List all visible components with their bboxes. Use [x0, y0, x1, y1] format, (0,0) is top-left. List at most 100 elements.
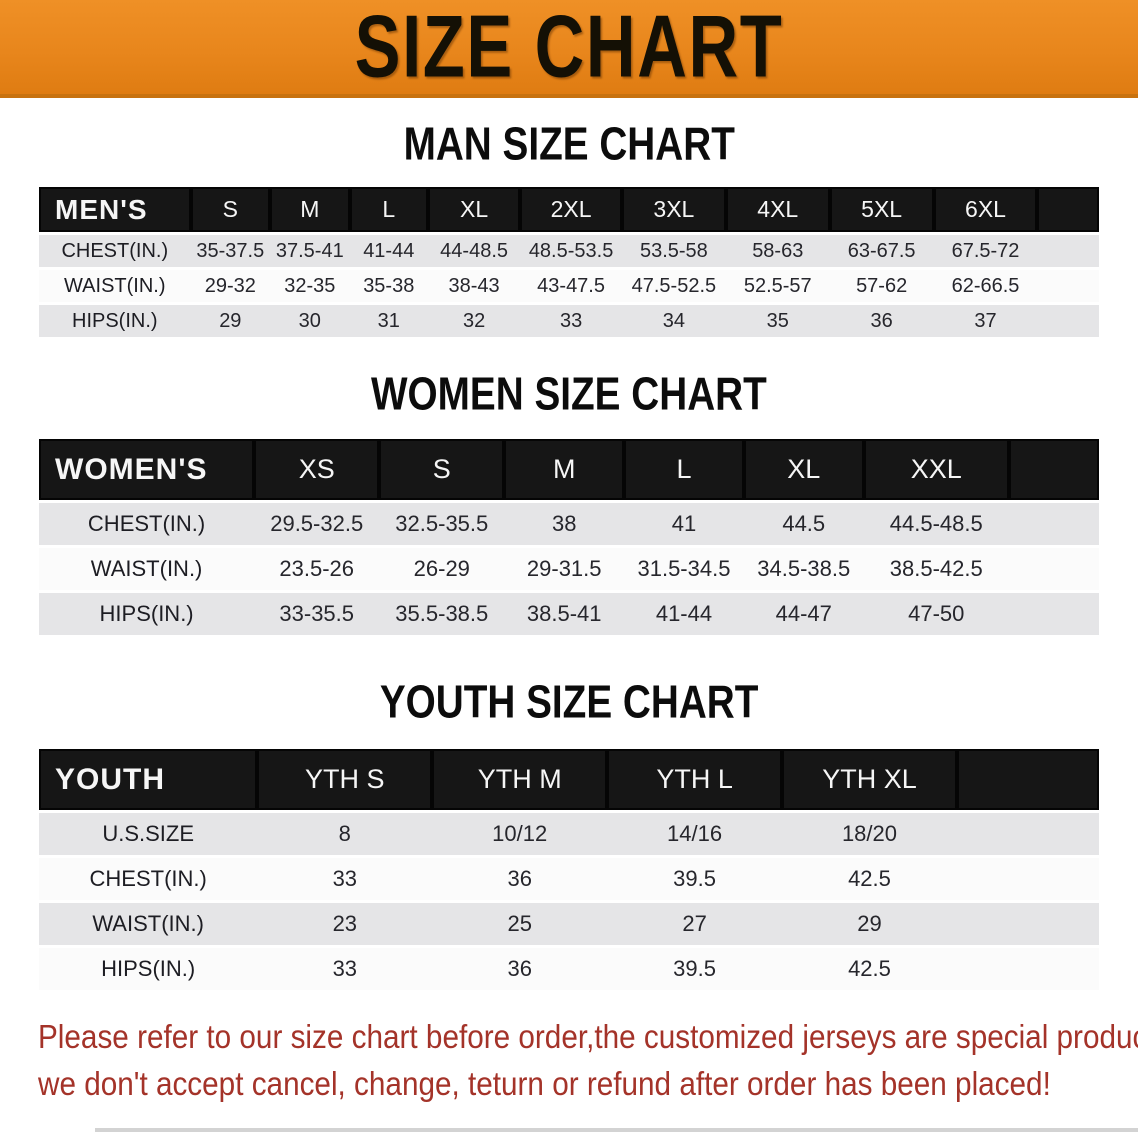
- cell: 52.5-57: [725, 270, 830, 302]
- cell: 33: [520, 305, 622, 337]
- column-header: 6XL: [933, 187, 1038, 232]
- cell: 37.5-41: [270, 235, 350, 267]
- table-row: WAIST(IN.) 23 25 27 29: [39, 903, 1099, 945]
- cell: 33-35.5: [254, 593, 380, 635]
- cell: 8: [257, 813, 433, 855]
- cell-filler: [1037, 270, 1099, 302]
- table-row: HIPS(IN.) 29 30 31 32 33 34 35 36 37: [39, 305, 1099, 337]
- disclaimer: Please refer to our size chart before or…: [38, 1013, 1138, 1107]
- cell: 32: [427, 305, 521, 337]
- disclaimer-line-1: Please refer to our size chart before or…: [38, 1018, 1138, 1055]
- table-row: CHEST(IN.) 33 36 39.5 42.5: [39, 858, 1099, 900]
- cell-filler: [1037, 305, 1099, 337]
- row-label: WAIST(IN.): [39, 903, 258, 945]
- cell: 35: [725, 305, 830, 337]
- header-filler: [1037, 187, 1099, 232]
- column-header: S: [379, 439, 505, 500]
- cell: 26-29: [379, 548, 505, 590]
- cell-filler: [956, 903, 1099, 945]
- row-label: CHEST(IN.): [39, 503, 255, 545]
- cell-filler: [1008, 503, 1099, 545]
- column-header: 5XL: [829, 187, 934, 232]
- cell: 38.5-42.5: [863, 548, 1009, 590]
- cell: 38.5-41: [504, 593, 625, 635]
- cell: 39.5: [607, 858, 783, 900]
- cell: 38-43: [427, 270, 521, 302]
- cell: 33: [257, 858, 433, 900]
- cell: 36: [829, 305, 934, 337]
- column-header: M: [504, 439, 625, 500]
- table-row: CHEST(IN.) 29.5-32.5 32.5-35.5 38 41 44.5 44.5…: [39, 503, 1099, 545]
- cell: 33: [257, 948, 433, 990]
- cell: 31: [349, 305, 428, 337]
- cell-filler: [1008, 593, 1099, 635]
- row-label: HIPS(IN.): [39, 948, 258, 990]
- cell: 29-31.5: [504, 548, 625, 590]
- cell: 47-50: [863, 593, 1009, 635]
- cell: 43-47.5: [520, 270, 622, 302]
- row-label: HIPS(IN.): [39, 305, 191, 337]
- table-row: HIPS(IN.) 33-35.5 35.5-38.5 38.5-41 41-44 44-…: [39, 593, 1099, 635]
- cell: 36: [432, 948, 608, 990]
- cell: 29-32: [190, 270, 271, 302]
- cell: 29.5-32.5: [254, 503, 380, 545]
- cell: 63-67.5: [829, 235, 934, 267]
- column-header: XL: [427, 187, 521, 232]
- cell: 34: [621, 305, 726, 337]
- cell: 48.5-53.5: [520, 235, 622, 267]
- header-filler: [1008, 439, 1099, 500]
- cell-filler: [1008, 548, 1099, 590]
- cell: 35-37.5: [190, 235, 271, 267]
- column-header: 3XL: [621, 187, 726, 232]
- column-header: 4XL: [725, 187, 830, 232]
- youth-size-table: YOUTH YTH S YTH M YTH L YTH XL U.S.SIZE 8 10/12…: [39, 746, 1099, 993]
- header-filler: [956, 749, 1099, 810]
- row-label: WAIST(IN.): [39, 548, 255, 590]
- youth-size-chart-title: YOUTH SIZE CHART: [0, 677, 1138, 728]
- column-header: YTH L: [607, 749, 783, 810]
- column-header: L: [624, 439, 744, 500]
- cell: 41-44: [624, 593, 744, 635]
- table-header-label: YOUTH: [39, 749, 258, 810]
- table-header-row: WOMEN'S XS S M L XL XXL: [39, 439, 1099, 500]
- column-header: YTH M: [432, 749, 608, 810]
- cell: 47.5-52.5: [621, 270, 726, 302]
- women-size-chart-title: WOMEN SIZE CHART: [0, 369, 1138, 420]
- table-row: U.S.SIZE 8 10/12 14/16 18/20: [39, 813, 1099, 855]
- mens-size-table: MEN'S S M L XL 2XL 3XL 4XL 5XL 6XL CHEST(IN.) 35-37…: [39, 184, 1099, 340]
- cell: 29: [782, 903, 957, 945]
- cell: 35.5-38.5: [379, 593, 505, 635]
- cell-filler: [956, 858, 1099, 900]
- cell: 31.5-34.5: [624, 548, 744, 590]
- man-size-chart-title-text: MAN SIZE CHART: [403, 118, 735, 171]
- row-label: HIPS(IN.): [39, 593, 255, 635]
- row-label: WAIST(IN.): [39, 270, 191, 302]
- column-header: L: [349, 187, 428, 232]
- cell: 44.5-48.5: [863, 503, 1009, 545]
- column-header: M: [270, 187, 350, 232]
- cell: 25: [432, 903, 608, 945]
- cell-filler: [956, 948, 1099, 990]
- row-label: U.S.SIZE: [39, 813, 258, 855]
- cell: 29: [190, 305, 271, 337]
- cell: 23.5-26: [254, 548, 380, 590]
- column-header: YTH XL: [782, 749, 957, 810]
- cell: 32.5-35.5: [379, 503, 505, 545]
- column-header: YTH S: [257, 749, 433, 810]
- column-header: XL: [743, 439, 864, 500]
- cell: 41-44: [349, 235, 428, 267]
- cell: 44-47: [743, 593, 864, 635]
- table-header-label: MEN'S: [39, 187, 191, 232]
- cell: 37: [933, 305, 1038, 337]
- cell: 32-35: [270, 270, 350, 302]
- bottom-divider: [95, 1128, 1138, 1132]
- cell: 41: [624, 503, 744, 545]
- table-row: WAIST(IN.) 29-32 32-35 35-38 38-43 43-47.5 47.…: [39, 270, 1099, 302]
- disclaimer-line-2: we don't accept cancel, change, teturn o…: [38, 1065, 1051, 1102]
- cell-filler: [1037, 235, 1099, 267]
- cell: 39.5: [607, 948, 783, 990]
- cell: 30: [270, 305, 350, 337]
- cell: 36: [432, 858, 608, 900]
- cell: 42.5: [782, 858, 957, 900]
- man-size-chart-title: MAN SIZE CHART: [0, 118, 1138, 171]
